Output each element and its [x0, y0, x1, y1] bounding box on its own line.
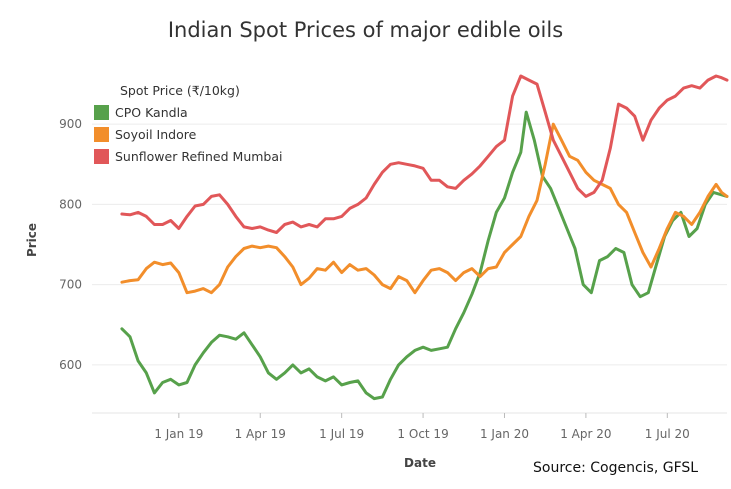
legend-item-label: Sunflower Refined Mumbai [115, 149, 283, 164]
legend-item-label: Soyoil Indore [115, 127, 197, 142]
source-note: Source: Cogencis, GFSL [533, 460, 699, 476]
chart-title: Indian Spot Prices of major edible oils [167, 18, 564, 42]
x-tick-label: 1 Jan 20 [480, 427, 529, 441]
legend-title: Spot Price (₹/10kg) [120, 83, 240, 98]
y-tick-label: 600 [59, 358, 82, 372]
y-tick-labels: 600 700 800 900 [59, 117, 82, 372]
series-line-cpo-kandla[interactable] [120, 110, 729, 401]
grid-lines [92, 123, 727, 414]
legend-swatch [94, 105, 109, 120]
x-tick-labels: 1 Jan 19 1 Apr 19 1 Jul 19 1 Oct 19 1 Jan 20… [154, 413, 690, 441]
x-tick-label: 1 Jul 20 [645, 427, 690, 441]
x-tick-label: 1 Oct 19 [397, 427, 448, 441]
series-line-soyoil-indore[interactable] [120, 122, 729, 295]
legend[interactable]: Spot Price (₹/10kg) CPO Kandla Soyoil Ind… [94, 83, 283, 164]
x-axis-label: Date [404, 456, 436, 470]
y-axis-label: Price [25, 223, 39, 257]
series-line-sunflower-refined-mumbai[interactable] [120, 74, 729, 234]
series-lines [120, 74, 729, 401]
x-tick-label: 1 Apr 20 [560, 427, 611, 441]
x-tick-label: 1 Jan 19 [154, 427, 203, 441]
legend-swatch [94, 127, 109, 142]
legend-item-label: CPO Kandla [115, 105, 188, 120]
legend-swatch [94, 149, 109, 164]
y-tick-label: 800 [59, 197, 82, 211]
y-tick-label: 700 [59, 278, 82, 292]
y-tick-label: 900 [59, 117, 82, 131]
x-tick-label: 1 Apr 19 [235, 427, 286, 441]
x-tick-label: 1 Jul 19 [319, 427, 364, 441]
